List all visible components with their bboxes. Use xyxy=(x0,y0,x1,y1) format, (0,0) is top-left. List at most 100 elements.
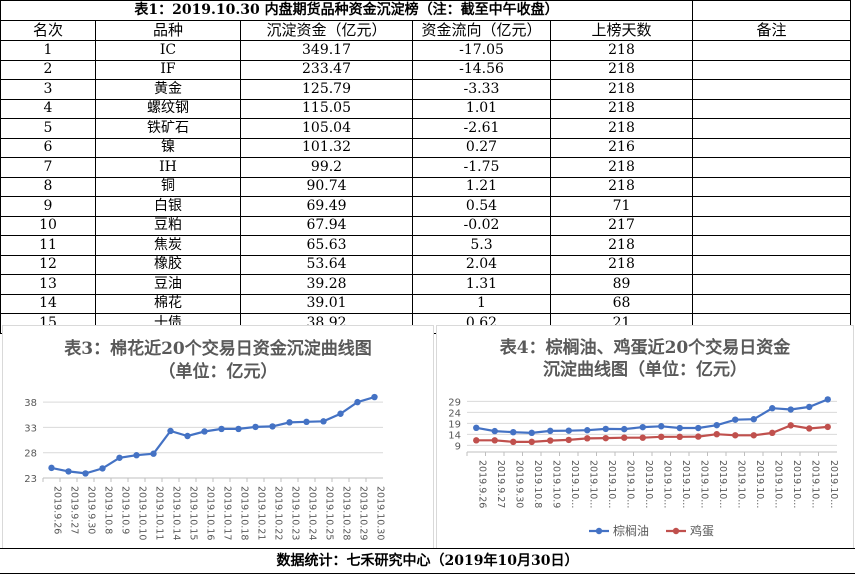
y-tick-label: 9 xyxy=(455,441,461,452)
cell-product: 橡胶 xyxy=(95,254,241,275)
x-tick-label: 2019.10... xyxy=(717,460,728,508)
palm-egg-chart-panel[interactable]: 表4：棕榈油、鸡蛋近20个交易日资金 沉淀曲线图（单位：亿元） 9 14 19 24 2… xyxy=(436,325,854,549)
cell-product: 镍 xyxy=(95,137,241,158)
x-tick-label: 2019.10... xyxy=(606,460,617,508)
x-tick-label: 2019.10... xyxy=(680,460,691,508)
cell-flow: -3.33 xyxy=(412,79,551,100)
data-point xyxy=(676,433,683,441)
x-tick-label: 2019.10.25 xyxy=(324,486,335,540)
data-point xyxy=(658,433,665,441)
cell-remark[interactable] xyxy=(692,157,851,178)
header-remark: 备注 xyxy=(692,20,851,41)
header-days: 上榜天数 xyxy=(550,20,693,41)
table-row: 13 豆油 39.28 1.31 89 xyxy=(0,274,851,295)
x-tick-label: 2019.10... xyxy=(772,460,783,508)
table-row: 9 白银 69.49 0.54 71 xyxy=(0,196,851,217)
header-flow: 资金流向（亿元） xyxy=(412,20,551,41)
x-tick-label: 2019.9.30 xyxy=(86,486,97,534)
cell-remark[interactable] xyxy=(692,40,851,61)
table-title-row: 表1：2019.10.30 内盘期货品种资金沉淀榜（注：截至中午收盘） xyxy=(0,0,851,21)
y-tick-label: 19 xyxy=(448,419,461,430)
y-tick-label: 38 xyxy=(24,398,37,409)
x-tick-label: 2019.10... xyxy=(643,460,654,508)
cell-remark[interactable] xyxy=(692,118,851,139)
data-point xyxy=(547,427,554,435)
cell-product: 铁矿石 xyxy=(95,118,241,139)
table-row: 3 黄金 125.79 -3.33 218 xyxy=(0,79,851,100)
data-point xyxy=(565,436,572,444)
cell-rank: 6 xyxy=(0,137,96,158)
x-tick-label: 2019.10.23 xyxy=(290,486,301,540)
cell-flow: 1.21 xyxy=(412,176,551,197)
data-point xyxy=(82,470,89,477)
cell-rank: 2 xyxy=(0,59,96,80)
data-point xyxy=(252,423,259,431)
cell-capital: 233.47 xyxy=(240,59,413,80)
cell-remark[interactable] xyxy=(692,79,851,100)
data-point xyxy=(787,406,794,413)
cell-remark[interactable] xyxy=(692,254,851,275)
cell-rank: 8 xyxy=(0,176,96,197)
table-row: 10 豆粕 67.94 -0.02 217 xyxy=(0,215,851,236)
x-tick-label: 2019.10.9 xyxy=(120,486,131,534)
cell-remark[interactable] xyxy=(692,215,851,236)
x-tick-label: 2019.9.27 xyxy=(495,460,506,508)
cell-remark[interactable] xyxy=(692,59,851,80)
cell-product: 焦炭 xyxy=(95,235,241,256)
cell-flow: 0.54 xyxy=(412,196,551,217)
cell-product: 黄金 xyxy=(95,79,241,100)
title-blank-cell[interactable] xyxy=(692,0,851,21)
cell-capital: 90.74 xyxy=(240,176,413,197)
cell-product: 铜 xyxy=(95,176,241,197)
cell-flow: 1 xyxy=(412,293,551,314)
cotton-line-chart: 23 28 33 38 2019.9.26 2019.9.27 2019.9.30 2019.… xyxy=(24,393,386,540)
cell-remark[interactable] xyxy=(692,235,851,256)
data-point xyxy=(787,422,794,429)
series-line-0 xyxy=(51,396,375,475)
cell-remark[interactable] xyxy=(692,293,851,314)
data-point xyxy=(695,433,702,440)
cotton-chart-panel[interactable]: 表3：棉花近20个交易日资金沉淀曲线图 （单位：亿元） 23 28 33 38 2019… xyxy=(2,325,434,549)
data-point xyxy=(48,464,55,472)
x-tick-label: 2019.10.18 xyxy=(239,486,250,540)
data-point xyxy=(354,398,361,406)
table-row: 7 IH 99.2 -1.75 218 xyxy=(0,157,851,178)
cell-rank: 10 xyxy=(0,215,96,236)
data-point xyxy=(584,427,591,434)
data-point xyxy=(150,450,157,457)
data-point xyxy=(528,429,535,437)
header-product: 品种 xyxy=(95,20,241,41)
data-point xyxy=(713,421,720,429)
data-point xyxy=(371,393,378,401)
cell-rank: 5 xyxy=(0,118,96,139)
cell-flow: -14.56 xyxy=(412,59,551,80)
cell-rank: 1 xyxy=(0,40,96,61)
x-tick-label: 2019.10... xyxy=(735,460,746,508)
data-point xyxy=(65,468,72,475)
header-rank: 名次 xyxy=(0,20,96,41)
table-row: 2 IF 233.47 -14.56 218 xyxy=(0,59,851,80)
cell-rank: 4 xyxy=(0,98,96,119)
cell-remark[interactable] xyxy=(692,274,851,295)
x-tick-label: 2019.10.24 xyxy=(307,486,318,540)
x-tick-label: 2019.9.26 xyxy=(476,460,487,508)
table-row: 4 螺纹钢 115.05 1.01 218 xyxy=(0,98,851,119)
cell-capital: 65.63 xyxy=(240,235,413,256)
cell-flow: -0.02 xyxy=(412,215,551,236)
x-tick-label: 2019.10.14 xyxy=(171,486,182,540)
cell-remark[interactable] xyxy=(692,196,851,217)
cell-flow: 2.04 xyxy=(412,254,551,275)
data-point xyxy=(676,424,683,432)
x-tick-label: 2019.10.21 xyxy=(256,486,267,540)
x-tick-label: 2019.10.11 xyxy=(154,486,165,540)
cell-capital: 39.28 xyxy=(240,274,413,295)
cell-product: 白银 xyxy=(95,196,241,217)
data-point xyxy=(732,416,739,423)
cell-remark[interactable] xyxy=(692,176,851,197)
cell-capital: 115.05 xyxy=(240,98,413,119)
data-point xyxy=(750,432,757,439)
cell-remark[interactable] xyxy=(692,137,851,158)
cell-flow: -17.05 xyxy=(412,40,551,61)
data-point xyxy=(201,428,208,435)
cell-remark[interactable] xyxy=(692,98,851,119)
